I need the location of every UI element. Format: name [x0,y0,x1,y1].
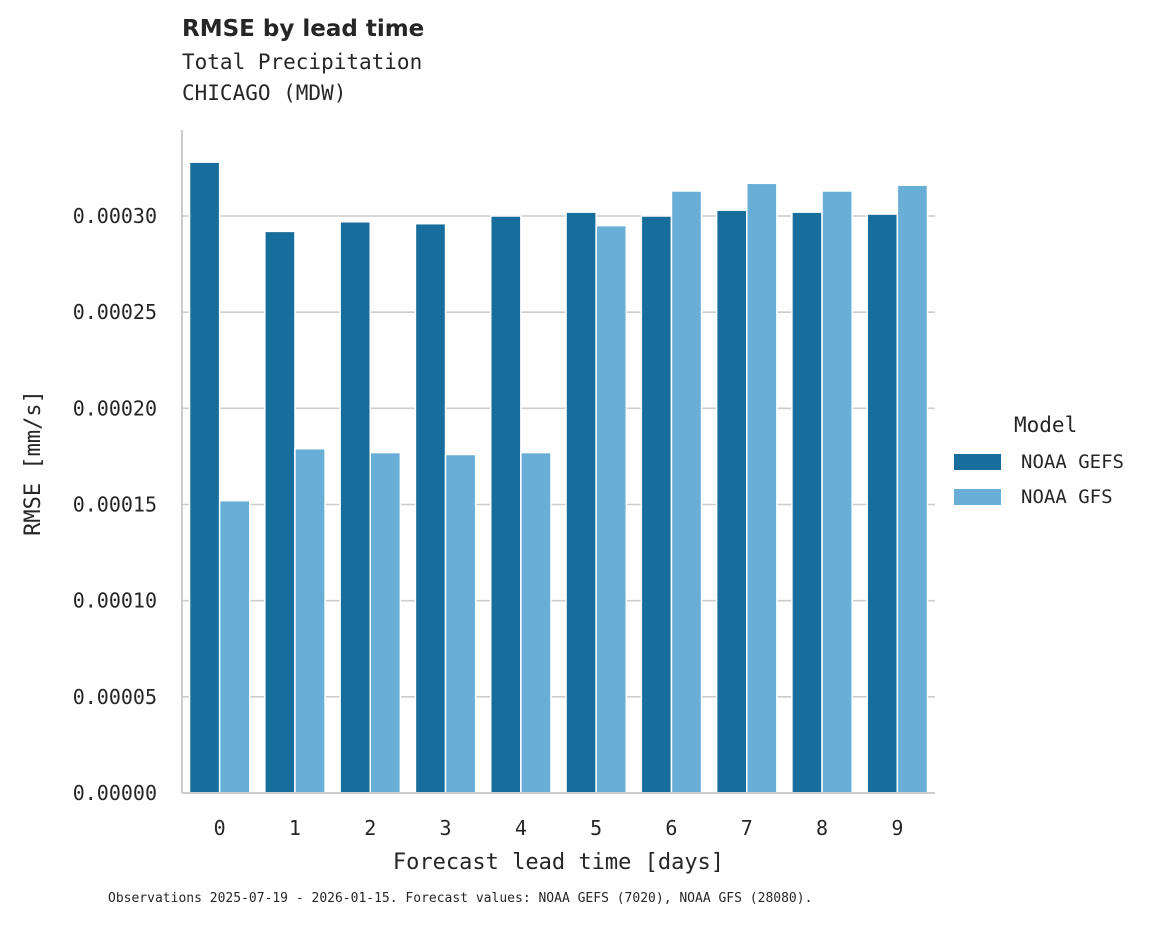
bar-gefs-day-5 [565,211,597,794]
legend-title: Model [1014,413,1078,437]
chart-subtitle-variable: Total Precipitation [182,50,423,74]
bar-gfs-day-4 [520,451,552,794]
x-tick-label: 2 [364,816,376,840]
legend-label-gefs: NOAA GEFS [1021,451,1124,473]
x-tick-label: 9 [891,816,903,840]
legend-swatch-gfs [954,489,1001,505]
x-axis-label: Forecast lead time [days] [393,850,724,875]
bar-gfs-day-6 [670,190,703,794]
chart-title: RMSE by lead time [182,16,425,42]
bar-gfs-day-2 [369,451,402,794]
bar-gfs-day-9 [896,184,929,794]
x-tick-label: 7 [741,816,753,840]
x-tick-label: 6 [665,816,677,840]
legend-item-gefs: NOAA GEFS [954,451,1124,473]
bar-gefs-day-1 [264,230,296,794]
legend-swatch-gefs [954,454,1001,470]
bar-gfs-day-8 [821,190,853,794]
bar-gefs-day-6 [640,215,673,794]
bar-gfs-day-5 [595,224,628,794]
bar-gefs-day-2 [339,221,372,794]
bar-gefs-day-4 [489,215,522,794]
y-tick-label: 0.00010 [73,589,157,613]
x-tick-label: 5 [590,816,602,840]
y-tick-label: 0.00025 [73,300,157,324]
bar-gfs-day-3 [444,453,477,794]
bar-gfs-day-7 [746,182,778,794]
bar-gfs-day-1 [294,447,326,794]
chart-subtitle-station: CHICAGO (MDW) [182,81,347,105]
x-tick-label: 8 [816,816,828,840]
y-tick-label: 0.00020 [73,396,157,420]
bar-gfs-day-0 [218,499,251,794]
legend-label-gfs: NOAA GFS [1021,486,1113,508]
bar-gefs-day-7 [715,209,748,794]
footnote: Observations 2025-07-19 - 2026-01-15. Fo… [108,891,813,906]
x-tick-label: 1 [289,816,301,840]
bar-gefs-day-8 [791,211,823,794]
y-tick-label: 0.00015 [73,493,157,517]
y-axis-label: RMSE [mm/s] [21,390,46,536]
bar-gefs-day-9 [866,213,899,794]
bar-gefs-day-3 [414,222,447,794]
legend-item-gfs: NOAA GFS [954,486,1113,508]
y-tick-label: 0.00030 [73,204,157,228]
y-tick-label: 0.00000 [73,781,157,805]
x-tick-label: 4 [515,816,527,840]
bar-gefs-day-0 [188,161,221,794]
x-tick-label: 0 [214,816,226,840]
y-tick-label: 0.00005 [73,685,157,709]
x-tick-label: 3 [440,816,452,840]
